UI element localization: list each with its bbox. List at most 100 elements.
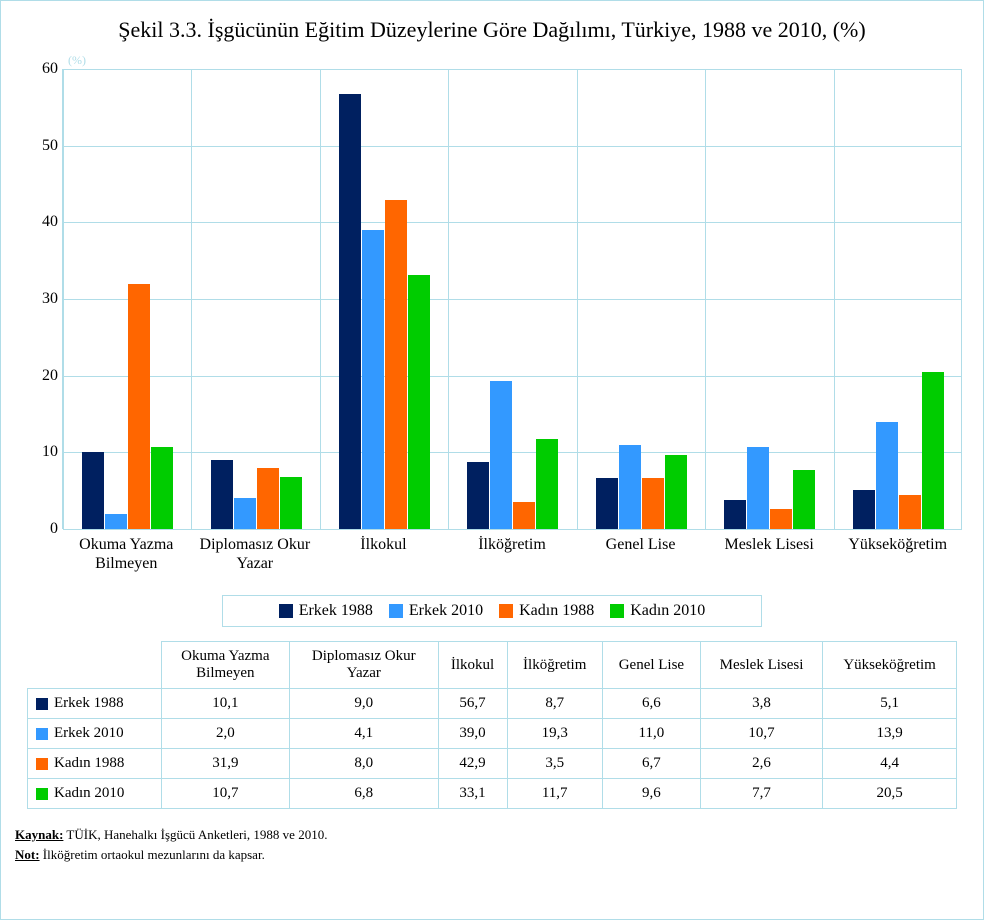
x-axis-label: İlkokul — [322, 535, 444, 554]
table-cell: 10,7 — [700, 719, 822, 749]
data-table: Okuma Yazma BilmeyenDiplomasız Okur Yaza… — [27, 641, 957, 809]
category-group — [448, 69, 576, 529]
x-axis-label: Yükseköğretim — [837, 535, 959, 554]
bar — [467, 462, 489, 529]
bar — [899, 495, 921, 529]
table-cell: 3,5 — [507, 749, 602, 779]
table-cell: 56,7 — [438, 689, 507, 719]
table-cell: 42,9 — [438, 749, 507, 779]
source-text: TÜİK, Hanehalkı İşgücü Anketleri, 1988 v… — [63, 827, 327, 842]
table-cell: 9,0 — [289, 689, 438, 719]
row-series-name: Kadın 2010 — [54, 785, 124, 801]
y-tick-label: 20 — [18, 367, 58, 385]
bar — [385, 200, 407, 529]
gridline — [63, 529, 962, 530]
category-group — [705, 69, 833, 529]
bar — [280, 477, 302, 529]
row-series-name: Erkek 1988 — [54, 695, 124, 711]
bar-cluster — [467, 381, 558, 529]
footnotes: Kaynak: TÜİK, Hanehalkı İşgücü Anketleri… — [15, 825, 969, 864]
y-tick-label: 30 — [18, 290, 58, 308]
table-row-header: Kadın 1988 — [28, 749, 162, 779]
legend: Erkek 1988 Erkek 2010 Kadın 1988 Kadın 2010 — [222, 595, 762, 627]
row-swatch — [36, 698, 48, 710]
bar — [665, 455, 687, 529]
category-group — [834, 69, 962, 529]
bar — [793, 470, 815, 529]
bar-cluster — [211, 460, 302, 529]
plot-area — [62, 69, 962, 529]
chart-container: Şekil 3.3. İşgücünün Eğitim Düzeylerine … — [0, 0, 984, 920]
table-cell: 10,7 — [161, 779, 289, 809]
category-group — [320, 69, 448, 529]
category-group — [577, 69, 705, 529]
table-cell: 4,1 — [289, 719, 438, 749]
bar — [513, 502, 535, 529]
legend-item: Erkek 2010 — [389, 602, 483, 620]
table-row: Erkek 20102,04,139,019,311,010,713,9 — [28, 719, 957, 749]
legend-label: Erkek 1988 — [299, 602, 373, 620]
bar — [747, 447, 769, 529]
x-axis-labels: Okuma Yazma BilmeyenDiplomasız Okur Yaza… — [62, 535, 962, 585]
table-column-header: Genel Lise — [602, 642, 700, 689]
table-cell: 13,9 — [823, 719, 957, 749]
bar — [234, 498, 256, 529]
table-column-header: Diplomasız Okur Yazar — [289, 642, 438, 689]
table-cell: 3,8 — [700, 689, 822, 719]
table-cell: 4,4 — [823, 749, 957, 779]
x-axis-label: Diplomasız Okur Yazar — [194, 535, 316, 573]
bar — [362, 230, 384, 529]
note-label: Not: — [15, 847, 40, 862]
table-cell: 33,1 — [438, 779, 507, 809]
table-cell: 11,0 — [602, 719, 700, 749]
x-axis-label: Meslek Lisesi — [708, 535, 830, 554]
legend-item: Kadın 1988 — [499, 602, 594, 620]
table-row-header: Kadın 2010 — [28, 779, 162, 809]
legend-label: Erkek 2010 — [409, 602, 483, 620]
bar — [257, 468, 279, 529]
x-axis-label: İlköğretim — [451, 535, 573, 554]
table-cell: 6,8 — [289, 779, 438, 809]
legend-swatch — [389, 604, 403, 618]
bar-cluster — [82, 284, 173, 529]
bar — [490, 381, 512, 529]
chart-area: (%) 0102030405060 Okuma Yazma BilmeyenDi… — [12, 49, 972, 589]
bar — [82, 452, 104, 529]
table-cell: 20,5 — [823, 779, 957, 809]
table-cell: 7,7 — [700, 779, 822, 809]
y-axis-unit: (%) — [68, 53, 86, 68]
x-axis-label: Genel Lise — [579, 535, 701, 554]
table-cell: 39,0 — [438, 719, 507, 749]
note-text: İlköğretim ortaokul mezunlarını da kapsa… — [40, 847, 265, 862]
row-swatch — [36, 758, 48, 770]
legend-label: Kadın 1988 — [519, 602, 594, 620]
source-line: Kaynak: TÜİK, Hanehalkı İşgücü Anketleri… — [15, 825, 969, 845]
legend-label: Kadın 2010 — [630, 602, 705, 620]
y-tick-label: 50 — [18, 137, 58, 155]
table-column-header: Okuma Yazma Bilmeyen — [161, 642, 289, 689]
table-cell: 2,0 — [161, 719, 289, 749]
y-tick-label: 0 — [18, 520, 58, 538]
table-cell: 8,7 — [507, 689, 602, 719]
x-axis-label: Okuma Yazma Bilmeyen — [65, 535, 187, 573]
y-tick-label: 60 — [18, 60, 58, 78]
table-cell: 6,7 — [602, 749, 700, 779]
category-group — [191, 69, 319, 529]
legend-swatch — [610, 604, 624, 618]
bar — [922, 372, 944, 529]
bar — [128, 284, 150, 529]
table-cell: 5,1 — [823, 689, 957, 719]
table-row: Erkek 198810,19,056,78,76,63,85,1 — [28, 689, 957, 719]
legend-item: Erkek 1988 — [279, 602, 373, 620]
row-series-name: Kadın 1988 — [54, 755, 124, 771]
table-column-header: İlkokul — [438, 642, 507, 689]
bar — [105, 514, 127, 529]
bar-cluster — [339, 94, 430, 529]
table-cell: 8,0 — [289, 749, 438, 779]
bar — [596, 478, 618, 529]
bar — [339, 94, 361, 529]
table-corner-cell — [28, 642, 162, 689]
table-row-header: Erkek 1988 — [28, 689, 162, 719]
row-swatch — [36, 788, 48, 800]
y-tick-label: 40 — [18, 213, 58, 231]
